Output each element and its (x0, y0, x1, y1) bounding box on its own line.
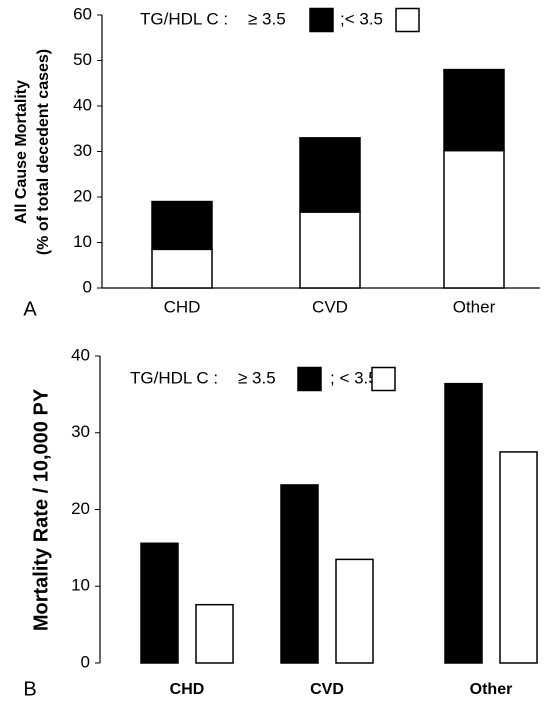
y-tick-label: 40 (73, 95, 92, 114)
bar (195, 603, 234, 664)
legend-swatch (371, 366, 396, 392)
y-tick-label: 20 (71, 499, 90, 518)
bar-segment (299, 211, 361, 289)
legend-label: ≥ 3.5 (238, 368, 276, 387)
panel-label: A (23, 298, 37, 320)
y-tick-label: 0 (83, 277, 92, 296)
legend-swatch (309, 7, 334, 33)
x-tick-label: CVD (312, 297, 348, 316)
bar-segment (443, 68, 505, 152)
y-axis-label: All Cause Mortality (13, 80, 30, 224)
x-tick-label: CHD (170, 681, 205, 698)
y-axis-label: Mortality Rate / 10,000 PY (30, 388, 52, 631)
legend-label: ; < 3.5 (330, 368, 378, 387)
legend-label: ≥ 3.5 (248, 9, 286, 28)
legend-title: TG/HDL C : (130, 368, 218, 387)
y-tick-label: 20 (73, 186, 92, 205)
bar-segment (151, 248, 213, 289)
y-tick-label: 50 (73, 50, 92, 69)
y-axis-label: (% of total decedent cases) (35, 49, 52, 255)
bar-segment (443, 149, 505, 289)
y-tick-label: 10 (71, 576, 90, 595)
bar (280, 484, 319, 664)
legend-title: TG/HDL C : (140, 9, 228, 28)
panel-label: B (23, 678, 36, 700)
y-tick-label: 60 (73, 4, 92, 23)
bar-segment (151, 200, 213, 251)
y-tick-label: 10 (73, 232, 92, 251)
bar-segment (299, 137, 361, 213)
bar (444, 382, 483, 664)
x-tick-label: CHD (164, 297, 201, 316)
y-tick-label: 0 (81, 652, 90, 671)
x-tick-label: Other (453, 297, 496, 316)
legend-swatch (297, 366, 322, 392)
y-tick-label: 40 (71, 345, 90, 364)
bar (335, 558, 374, 664)
legend-label: ;< 3.5 (340, 9, 383, 28)
legend-swatch (395, 7, 420, 33)
x-tick-label: CVD (310, 681, 344, 698)
x-tick-label: Other (470, 681, 513, 698)
y-tick-label: 30 (73, 141, 92, 160)
y-tick-label: 30 (71, 422, 90, 441)
bar (499, 451, 538, 664)
bar (140, 542, 179, 664)
